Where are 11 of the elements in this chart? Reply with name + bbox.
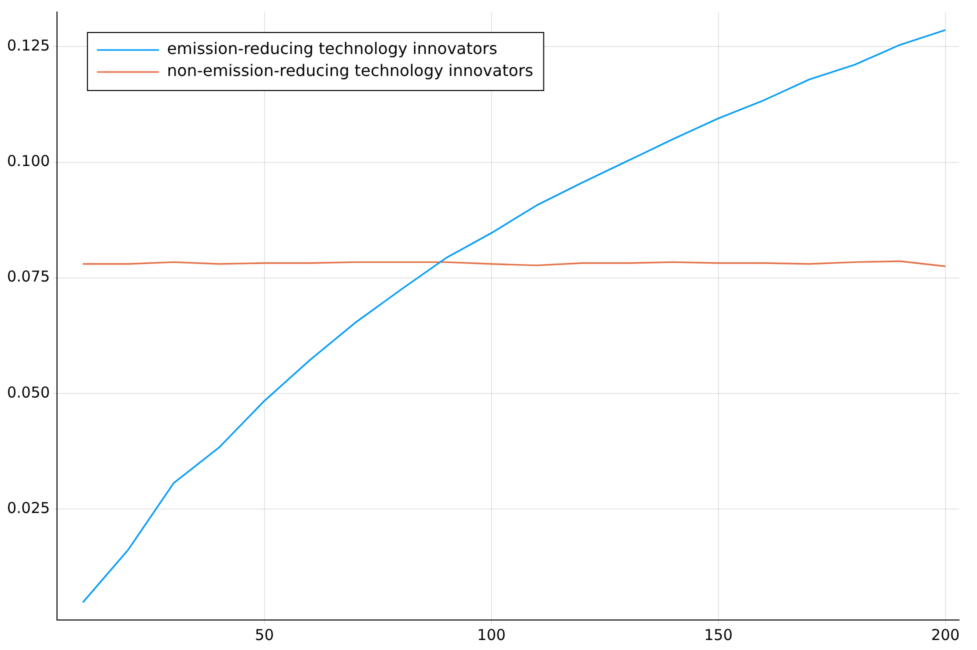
x-tick-label: 100: [477, 626, 506, 644]
x-tick-label: 50: [254, 626, 274, 644]
x-tick-label: 150: [704, 626, 733, 644]
legend-label: emission-reducing technology innovators: [166, 39, 498, 58]
y-tick-label: 0.025: [6, 498, 50, 517]
y-tick-label: 0.075: [6, 268, 50, 286]
y-tick-label: 0.100: [6, 152, 50, 170]
legend-label: non-emission-reducing technology innovators: [166, 61, 534, 80]
y-tick-label: 0.050: [6, 383, 50, 402]
x-tick-label: 200: [931, 626, 960, 644]
y-tick-label: 0.125: [6, 36, 50, 55]
